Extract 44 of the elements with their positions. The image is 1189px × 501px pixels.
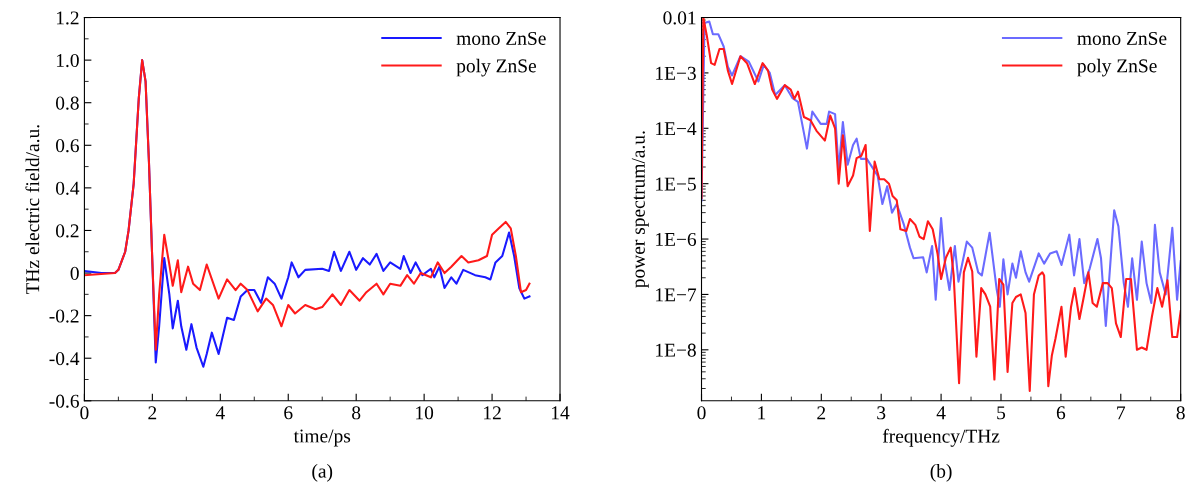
y-tick-label: 0 — [70, 266, 79, 280]
y-tick-label: 1.0 — [56, 53, 79, 68]
y-tick-label: 1.2 — [56, 11, 79, 25]
x-axis-title: frequency/THz — [882, 428, 1000, 447]
x-tick-label: 4 — [936, 406, 946, 420]
x-tick-label: 0 — [697, 406, 706, 420]
text: (b) — [930, 464, 952, 482]
y-tick-label: -0.6 — [49, 394, 79, 408]
text: (a) — [312, 464, 333, 482]
y-axis-title: power spectrum/a.u. — [631, 131, 649, 288]
y-tick-label: 1E−3 — [656, 66, 696, 80]
y-tick-label: 1E−5 — [656, 177, 696, 191]
y-tick-label: 1E−8 — [656, 343, 696, 357]
x-tick-label: 2 — [817, 406, 826, 420]
x-axis-title: time/ps — [293, 429, 351, 447]
y-tick-label: 0.6 — [55, 139, 79, 153]
x-tick-label: 10 — [416, 406, 434, 420]
y-tick-label: 1E−4 — [656, 122, 697, 136]
x-tick-label: 14 — [552, 406, 570, 420]
y-tick-label: 0.4 — [55, 181, 80, 195]
x-tick-label: 3 — [877, 406, 886, 420]
y-tick-label: -0.2 — [49, 309, 79, 323]
y-tick-label: -0.4 — [49, 352, 80, 366]
x-tick-label: 1 — [758, 406, 766, 420]
y-tick-label: 0.8 — [55, 96, 79, 110]
y-axis-title: THz electric field/a.u. — [25, 125, 40, 295]
legend-label: mono ZnSe — [1077, 31, 1167, 45]
x-tick-label: 6 — [1056, 406, 1066, 420]
x-tick-label: 8 — [1176, 406, 1185, 420]
x-tick-label: 4 — [215, 406, 225, 420]
x-tick-label: 0 — [80, 406, 89, 420]
x-tick-label: 2 — [148, 406, 157, 420]
y-tick-label: 0.01 — [663, 11, 696, 25]
x-tick-label: 5 — [997, 406, 1006, 420]
x-tick-label: 12 — [484, 406, 501, 420]
legend-label: mono ZnSe — [456, 31, 546, 45]
legend-label: poly ZnSe — [1077, 58, 1157, 77]
x-tick-label: 7 — [1117, 406, 1126, 420]
y-tick-label: 1E−7 — [656, 288, 697, 302]
x-tick-label: 8 — [352, 406, 361, 420]
x-tick-label: 6 — [284, 406, 293, 420]
legend-label: poly ZnSe — [456, 58, 537, 77]
y-tick-label: 0.2 — [55, 224, 79, 238]
y-tick-label: 1E−6 — [656, 232, 697, 246]
